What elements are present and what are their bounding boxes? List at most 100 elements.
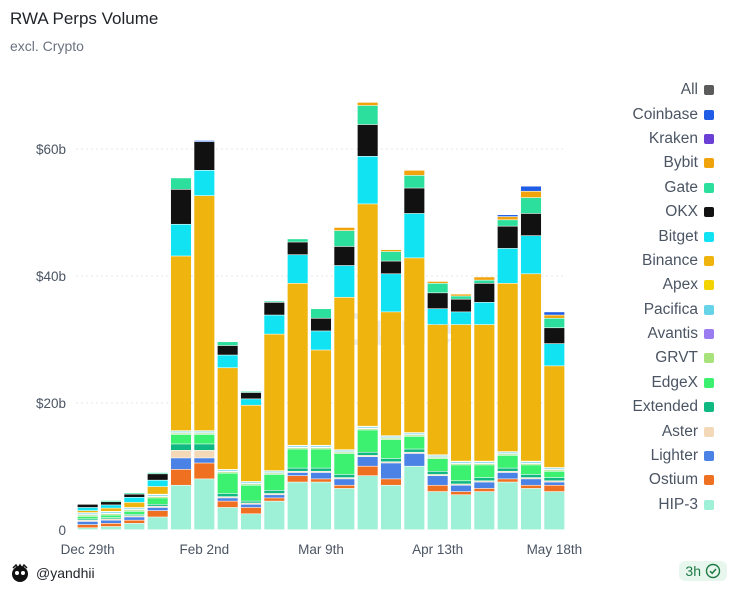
bar-segment-bitget[interactable] bbox=[427, 309, 448, 325]
bar-segment-pacifica[interactable] bbox=[124, 508, 145, 510]
bar-segment-bybit[interactable] bbox=[450, 294, 472, 296]
bar-segment-okx[interactable] bbox=[147, 474, 168, 480]
bar-stack[interactable] bbox=[497, 215, 518, 530]
bar-segment-hip-3[interactable] bbox=[474, 491, 495, 530]
bar-segment-binance[interactable] bbox=[124, 502, 145, 508]
bar-segment-binance[interactable] bbox=[310, 350, 332, 445]
bar-segment-bybit[interactable] bbox=[427, 281, 448, 284]
bar-segment-extended[interactable] bbox=[544, 477, 565, 481]
bar-segment-okx[interactable] bbox=[427, 293, 448, 309]
bar-segment-aster[interactable] bbox=[170, 450, 192, 458]
bar-segment-edgex[interactable] bbox=[450, 465, 472, 481]
bar-segment-ostium[interactable] bbox=[287, 476, 308, 482]
bar-stack[interactable] bbox=[170, 178, 192, 530]
bar-segment-binance[interactable] bbox=[334, 297, 355, 450]
bar-segment-bitget[interactable] bbox=[217, 355, 238, 368]
bar-segment-binance[interactable] bbox=[544, 366, 565, 468]
bar-segment-extended[interactable] bbox=[450, 481, 472, 484]
bar-segment-grvt[interactable] bbox=[450, 463, 472, 465]
bar-segment-hip-3[interactable] bbox=[264, 501, 285, 530]
bar-segment-bitget[interactable] bbox=[544, 343, 565, 366]
bar-segment-hip-3[interactable] bbox=[147, 517, 168, 530]
bar-segment-hip-3[interactable] bbox=[334, 488, 355, 530]
bar-segment-ostium[interactable] bbox=[77, 524, 98, 528]
bar-segment-hip-3[interactable] bbox=[240, 514, 262, 530]
bar-segment-okx[interactable] bbox=[497, 226, 518, 249]
bar-segment-okx[interactable] bbox=[170, 189, 192, 224]
bar-segment-edgex[interactable] bbox=[124, 511, 145, 515]
bar-segment-bitget[interactable] bbox=[194, 170, 215, 196]
bar-segment-okx[interactable] bbox=[544, 328, 565, 344]
bar-segment-lighter[interactable] bbox=[147, 507, 168, 511]
bar-segment-hip-3[interactable] bbox=[520, 488, 542, 530]
bar-segment-extended[interactable] bbox=[474, 477, 495, 481]
bar-stack[interactable] bbox=[77, 504, 98, 530]
bar-segment-hip-3[interactable] bbox=[124, 523, 145, 530]
bar-segment-grvt[interactable] bbox=[170, 433, 192, 435]
bar-segment-lighter[interactable] bbox=[194, 458, 215, 463]
bar-segment-grvt[interactable] bbox=[334, 452, 355, 454]
bar-segment-aster[interactable] bbox=[77, 520, 98, 522]
bar-segment-pacifica[interactable] bbox=[287, 446, 308, 447]
legend-item[interactable]: Kraken bbox=[633, 127, 714, 151]
bar-stack[interactable] bbox=[217, 342, 238, 530]
bar-segment-ostium[interactable] bbox=[357, 466, 378, 476]
bar-stack[interactable] bbox=[450, 294, 472, 530]
bar-segment-hip-3[interactable] bbox=[287, 482, 308, 530]
bar-segment-gate[interactable] bbox=[124, 493, 145, 494]
bar-segment-bybit[interactable] bbox=[380, 249, 402, 252]
bar-segment-ostium[interactable] bbox=[544, 485, 565, 492]
bar-segment-extended[interactable] bbox=[497, 468, 518, 471]
bar-segment-binance[interactable] bbox=[427, 324, 448, 455]
bar-segment-lighter[interactable] bbox=[310, 472, 332, 479]
bar-segment-aster[interactable] bbox=[100, 519, 122, 520]
bar-segment-hip-3[interactable] bbox=[380, 485, 402, 530]
bar-segment-aster[interactable] bbox=[310, 471, 332, 473]
bar-segment-lighter[interactable] bbox=[544, 482, 565, 485]
bar-segment-extended[interactable] bbox=[100, 517, 122, 519]
bar-segment-gate[interactable] bbox=[287, 239, 308, 242]
bar-segment-bitget[interactable] bbox=[474, 302, 495, 325]
bar-segment-edgex[interactable] bbox=[497, 455, 518, 468]
bar-segment-edgex[interactable] bbox=[77, 516, 98, 519]
bar-segment-edgex[interactable] bbox=[264, 474, 285, 491]
bar-segment-pacifica[interactable] bbox=[264, 471, 285, 473]
bar-segment-binance[interactable] bbox=[450, 324, 472, 461]
legend-item[interactable]: Bybit bbox=[633, 151, 714, 175]
bar-segment-gate[interactable] bbox=[497, 220, 518, 226]
bar-segment-grvt[interactable] bbox=[520, 463, 542, 465]
bar-segment-grvt[interactable] bbox=[310, 448, 332, 449]
legend-item[interactable]: Lighter bbox=[633, 444, 714, 468]
bar-segment-bybit[interactable] bbox=[474, 277, 495, 280]
bar-segment-gate[interactable] bbox=[357, 105, 378, 125]
bar-segment-okx[interactable] bbox=[287, 242, 308, 255]
bar-segment-binance[interactable] bbox=[170, 256, 192, 431]
bar-segment-pacifica[interactable] bbox=[380, 436, 402, 438]
bar-segment-lighter[interactable] bbox=[474, 482, 495, 489]
bar-segment-extended[interactable] bbox=[310, 468, 332, 471]
bar-segment-aster[interactable] bbox=[427, 474, 448, 476]
bar-segment-grvt[interactable] bbox=[124, 510, 145, 511]
bar-segment-binance[interactable] bbox=[404, 258, 425, 433]
legend[interactable]: All Coinbase Kraken Bybit Gate OKX Bitget Binan… bbox=[633, 78, 714, 517]
bar-segment-aster[interactable] bbox=[240, 503, 262, 504]
bar-segment-pacifica[interactable] bbox=[100, 512, 122, 513]
bar-segment-ostium[interactable] bbox=[264, 498, 285, 501]
bar-segment-pacifica[interactable] bbox=[217, 470, 238, 471]
bar-segment-ostium[interactable] bbox=[194, 463, 215, 479]
bar-segment-aster[interactable] bbox=[497, 471, 518, 473]
bar-segment-okx[interactable] bbox=[520, 213, 542, 236]
bar-segment-gate[interactable] bbox=[310, 309, 332, 318]
bar-segment-ostium[interactable] bbox=[427, 485, 448, 492]
bar-segment-gate[interactable] bbox=[544, 318, 565, 328]
bar-segment-grvt[interactable] bbox=[497, 454, 518, 456]
bar-stack[interactable] bbox=[310, 309, 332, 530]
bar-segment-extended[interactable] bbox=[124, 514, 145, 516]
bar-segment-gate[interactable] bbox=[404, 175, 425, 188]
bar-segment-okx[interactable] bbox=[194, 142, 215, 170]
bar-segment-pacifica[interactable] bbox=[544, 468, 565, 470]
bar-segment-aster[interactable] bbox=[334, 477, 355, 479]
bar-segment-edgex[interactable] bbox=[100, 515, 122, 518]
bar-segment-okx[interactable] bbox=[404, 188, 425, 214]
legend-item[interactable]: Apex bbox=[633, 273, 714, 297]
